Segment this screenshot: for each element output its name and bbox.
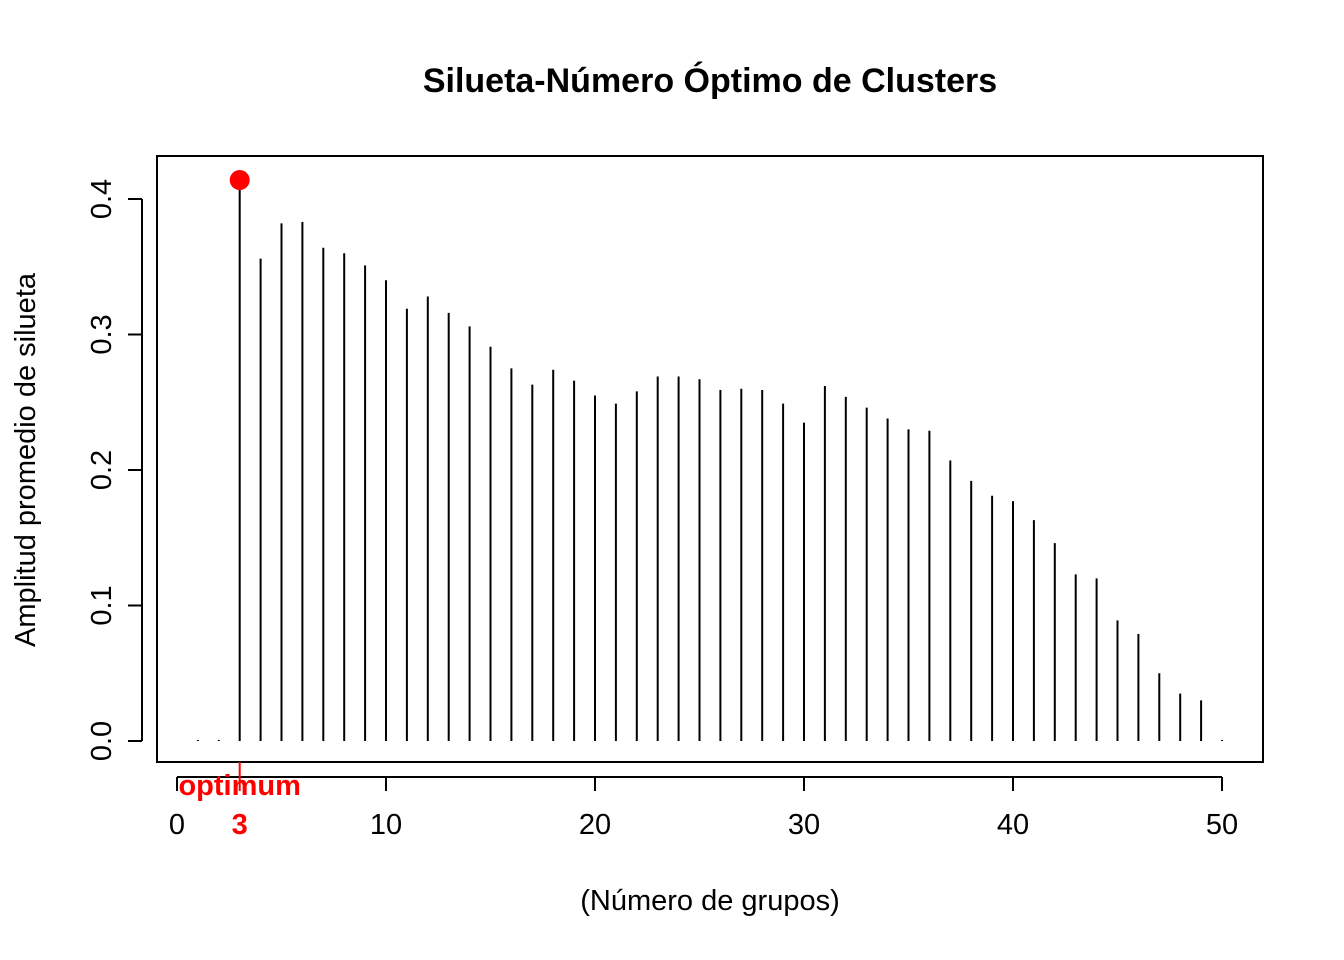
optimum-k-label: 3	[232, 809, 248, 841]
bars	[196, 180, 1223, 741]
chart-title: Silueta-Número Óptimo de Clusters	[423, 62, 997, 100]
y-axis-label: Amplitud promedio de silueta	[10, 272, 42, 647]
plot-frame	[156, 155, 1264, 763]
y-tick-label: 0.1	[86, 585, 118, 625]
optimum-point	[229, 170, 250, 191]
optimum-marker: optimum 3	[178, 170, 301, 841]
optimum-label: optimum	[178, 770, 300, 802]
x-axis: 0 10 20 30 40 50	[169, 776, 1238, 841]
x-tick-label: 40	[997, 809, 1029, 841]
y-tick-label: 0.2	[86, 450, 118, 490]
y-tick-label: 0.4	[86, 179, 118, 219]
x-tick-label: 0	[169, 809, 185, 841]
x-tick-label: 10	[370, 809, 402, 841]
x-tick-label: 50	[1206, 809, 1238, 841]
x-tick-label: 20	[579, 809, 611, 841]
x-axis-label: (Número de grupos)	[580, 885, 840, 917]
y-tick-label: 0.3	[86, 314, 118, 354]
y-axis: 0.0 0.1 0.2 0.3 0.4	[86, 179, 143, 761]
y-tick-label: 0.0	[86, 721, 118, 761]
x-tick-label: 30	[788, 809, 820, 841]
